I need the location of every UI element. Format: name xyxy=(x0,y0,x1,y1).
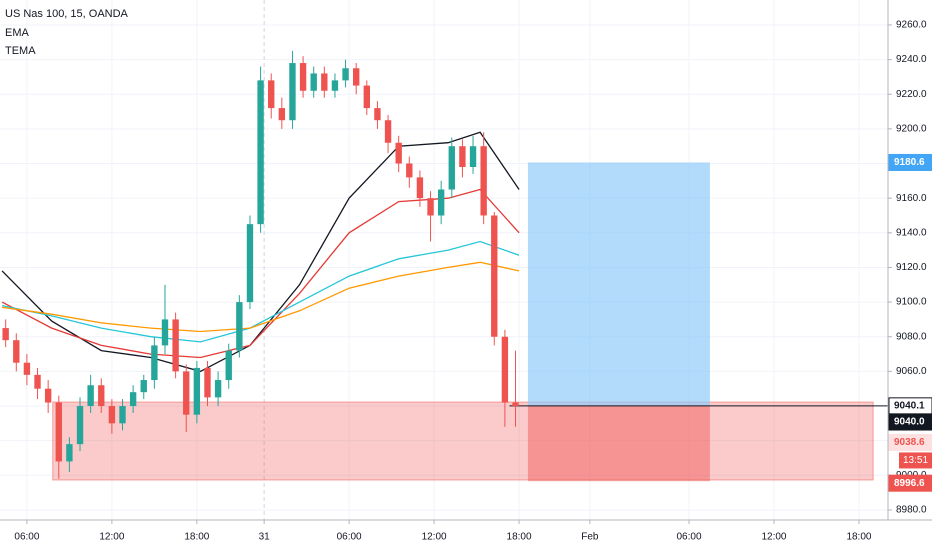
candle-body xyxy=(480,146,487,216)
x-tick-label: 18:00 xyxy=(184,532,209,543)
target-zone xyxy=(527,162,710,406)
x-tick-label: 06:00 xyxy=(676,532,701,543)
countdown-tag xyxy=(899,452,932,469)
candle-body xyxy=(384,120,392,143)
y-tick-label: 9140.0 xyxy=(896,227,927,238)
candle-body xyxy=(395,142,402,164)
candle-body xyxy=(108,406,116,424)
y-tick-label: 8980.0 xyxy=(896,505,927,516)
demand-zone xyxy=(52,401,874,481)
candle-body xyxy=(246,224,254,303)
y-tick-label: 9220.0 xyxy=(896,89,927,100)
x-tick-label: 31 xyxy=(259,532,271,543)
candle-body xyxy=(448,146,455,190)
price-tag-label: 9180.6 xyxy=(894,157,925,168)
indicator-label: EMA xyxy=(5,27,30,39)
price-tag-label: 8996.6 xyxy=(894,478,925,489)
candle-body xyxy=(353,68,360,86)
candle-body xyxy=(161,319,169,346)
candle-body xyxy=(469,146,477,167)
y-tick-label: 9260.0 xyxy=(896,20,927,31)
candle-body xyxy=(2,328,9,341)
candle-body xyxy=(183,371,190,415)
candle-body xyxy=(342,68,349,81)
x-tick-label: 12:00 xyxy=(99,532,124,543)
candle-body xyxy=(225,350,232,381)
price-tag-label: 9040.0 xyxy=(894,417,925,428)
price-tag-label: 9040.1 xyxy=(894,400,925,411)
candle-body xyxy=(321,73,328,91)
candle-body xyxy=(416,177,424,199)
candle-body xyxy=(512,402,519,407)
candle-body xyxy=(13,340,20,363)
price-tag xyxy=(888,433,932,451)
price-tag-label: 9038.6 xyxy=(894,437,925,448)
grid xyxy=(0,0,888,520)
candle-body xyxy=(66,444,73,462)
candle-body xyxy=(310,73,317,91)
candle-body xyxy=(129,392,137,407)
y-tick-label: 9160.0 xyxy=(896,193,927,204)
x-tick-label: 06:00 xyxy=(14,532,39,543)
candle-body xyxy=(268,80,275,109)
candle-body xyxy=(491,215,498,337)
price-tags: 9180.6 9040.1 9040.0 9038.6 13:51 8996.6 xyxy=(888,153,932,492)
zones xyxy=(52,162,888,482)
candle-body xyxy=(427,198,434,216)
candle-body xyxy=(151,345,158,381)
candle-body xyxy=(459,146,466,167)
candle-body xyxy=(278,108,286,121)
indicator-lines xyxy=(1,131,520,373)
candle-body xyxy=(363,85,370,109)
candle-body xyxy=(98,385,105,407)
y-tick-label: 9240.0 xyxy=(896,54,927,65)
x-tick-label: Feb xyxy=(581,532,599,543)
candle-body xyxy=(87,385,94,407)
candle-body xyxy=(437,189,445,216)
price-tag xyxy=(888,413,932,431)
candle-body xyxy=(55,402,62,462)
chart-title: US Nas 100, 15, OANDA xyxy=(5,8,129,20)
x-tick-label: 06:00 xyxy=(337,532,362,543)
price-tag xyxy=(888,153,932,171)
candle-body xyxy=(172,319,179,372)
y-tick-label: 9100.0 xyxy=(896,297,927,308)
stop-zone xyxy=(527,405,710,482)
candle-body xyxy=(214,380,222,398)
candle-body xyxy=(299,63,307,91)
countdown-label: 13:51 xyxy=(903,455,928,466)
candle-body xyxy=(34,374,41,389)
candle-body xyxy=(257,80,264,225)
candle-body xyxy=(289,63,296,121)
candle-body xyxy=(406,163,413,178)
indicator-label: TEMA xyxy=(5,45,36,57)
candle-body xyxy=(331,80,339,91)
candle-body xyxy=(204,367,211,398)
price-tag xyxy=(888,474,932,492)
candles xyxy=(2,50,519,479)
candle-body xyxy=(140,380,147,393)
candle-body xyxy=(76,406,84,445)
candle-body xyxy=(119,406,126,424)
x-tick-label: 18:00 xyxy=(507,532,532,543)
y-tick-label: 9060.0 xyxy=(896,366,927,377)
candle-body xyxy=(374,108,381,121)
indicator-line xyxy=(1,240,520,343)
y-tick-label: 9080.0 xyxy=(896,331,927,342)
candle-body xyxy=(23,362,31,375)
indicator-line xyxy=(2,261,520,333)
x-tick-label: 12:00 xyxy=(761,532,786,543)
candle-body xyxy=(44,388,52,403)
y-tick-label: 9200.0 xyxy=(896,124,927,135)
x-tick-label: 18:00 xyxy=(846,532,871,543)
candle-body xyxy=(193,367,201,415)
candle-body xyxy=(236,302,243,351)
y-tick-label: 9120.0 xyxy=(896,262,927,273)
candle-body xyxy=(501,336,509,403)
x-tick-label: 12:00 xyxy=(422,532,447,543)
